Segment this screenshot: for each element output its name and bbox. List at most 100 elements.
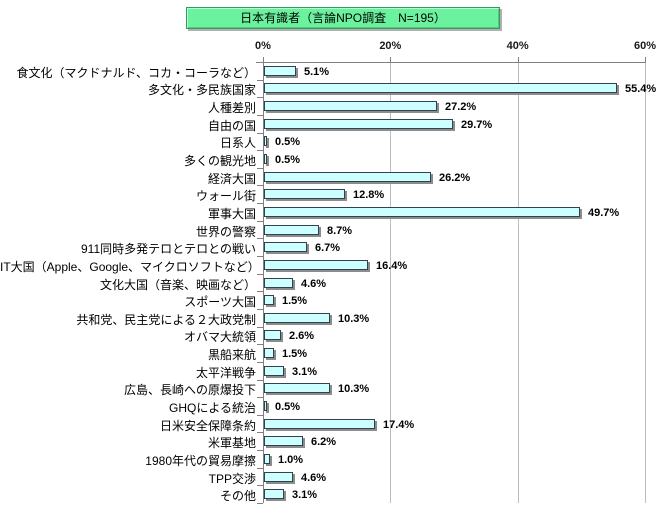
bar-value-label: 0.5% bbox=[275, 136, 301, 148]
bar-value-label: 17.4% bbox=[383, 419, 415, 431]
category-axis-tick bbox=[257, 97, 263, 98]
bar-value-label: 29.7% bbox=[461, 119, 493, 131]
category-axis-tick bbox=[257, 291, 263, 292]
category-label: 自由の国 bbox=[207, 119, 256, 133]
category-axis-tick bbox=[257, 468, 263, 469]
bar bbox=[264, 172, 431, 182]
bar-value-label: 1.5% bbox=[282, 348, 308, 360]
x-axis-tick-label: 60% bbox=[633, 40, 657, 52]
bar bbox=[264, 154, 267, 164]
bar-value-label: 2.6% bbox=[289, 330, 315, 342]
bar-value-label: 27.2% bbox=[445, 101, 477, 113]
bar bbox=[264, 101, 437, 111]
bar-value-label: 55.4% bbox=[625, 83, 657, 95]
category-label: TPP交渉 bbox=[208, 472, 256, 486]
category-axis-tick bbox=[257, 344, 263, 345]
bar-value-label: 10.3% bbox=[338, 383, 370, 395]
category-axis-tick bbox=[257, 503, 263, 504]
bar-value-label: 16.4% bbox=[376, 260, 408, 272]
category-axis-tick bbox=[257, 133, 263, 134]
bar-value-label: 10.3% bbox=[338, 313, 370, 325]
bar bbox=[264, 489, 284, 499]
bar-value-label: 4.6% bbox=[301, 472, 327, 484]
category-label: 太平洋戦争 bbox=[195, 366, 256, 380]
category-label: 共和党、民主党による２大政党制 bbox=[76, 313, 256, 327]
bar bbox=[264, 401, 267, 411]
category-label: 多文化・多民族国家 bbox=[147, 83, 256, 97]
category-axis-tick bbox=[257, 238, 263, 239]
category-axis-tick bbox=[257, 327, 263, 328]
category-label: 世界の警察 bbox=[195, 225, 256, 239]
chart-title-box: 日本有識者（言論NPO調査 N=195） bbox=[186, 7, 500, 29]
bar bbox=[264, 242, 307, 252]
category-label: GHQによる統治 bbox=[169, 401, 256, 415]
category-label: その他 bbox=[219, 489, 256, 503]
category-label: 軍事大国 bbox=[207, 207, 256, 221]
category-label: IT大国（Apple、Google、マイクロソフトなど） bbox=[0, 260, 260, 274]
bar-value-label: 3.1% bbox=[292, 489, 318, 501]
vertical-gridline bbox=[517, 62, 519, 503]
category-axis-tick bbox=[257, 432, 263, 433]
bar-value-label: 6.2% bbox=[311, 436, 337, 448]
bar bbox=[264, 366, 284, 376]
category-axis-tick bbox=[257, 256, 263, 257]
bar bbox=[264, 454, 270, 464]
category-label: 多くの観光地 bbox=[183, 154, 256, 168]
bar-value-label: 49.7% bbox=[588, 207, 620, 219]
category-label: ウォール街 bbox=[195, 189, 256, 203]
category-label: 日米安全保障条約 bbox=[159, 419, 256, 433]
category-axis-tick bbox=[257, 309, 263, 310]
category-axis-tick bbox=[257, 185, 263, 186]
category-axis-tick bbox=[257, 415, 263, 416]
category-axis-tick bbox=[257, 485, 263, 486]
vertical-gridline bbox=[390, 62, 392, 503]
category-label: 経済大国 bbox=[207, 172, 256, 186]
category-label: 人種差別 bbox=[207, 101, 256, 115]
bar bbox=[264, 383, 330, 393]
bar bbox=[264, 119, 453, 129]
bar bbox=[264, 260, 368, 270]
bar bbox=[264, 436, 303, 446]
category-axis-tick bbox=[257, 203, 263, 204]
value-axis-line bbox=[256, 62, 646, 63]
bar-value-label: 1.0% bbox=[278, 454, 304, 466]
bar bbox=[264, 207, 580, 217]
bar bbox=[264, 313, 330, 323]
bar bbox=[264, 225, 319, 235]
category-label: 911同時多発テロとテロとの戦い bbox=[80, 242, 256, 256]
bar bbox=[264, 136, 267, 146]
x-axis-tick-label: 0% bbox=[255, 40, 271, 52]
bar-value-label: 6.7% bbox=[315, 242, 341, 254]
value-axis-tick bbox=[390, 57, 392, 62]
bar-value-label: 3.1% bbox=[292, 366, 318, 378]
category-label: スポーツ大国 bbox=[184, 295, 256, 309]
category-label: 広島、長崎への原爆投下 bbox=[123, 383, 256, 397]
vertical-gridline bbox=[645, 62, 646, 503]
category-label: 日系人 bbox=[219, 136, 256, 150]
x-axis-tick-label: 20% bbox=[379, 40, 402, 52]
category-axis-tick bbox=[257, 362, 263, 363]
bar bbox=[264, 348, 274, 358]
chart-title: 日本有識者（言論NPO調査 N=195） bbox=[240, 11, 446, 25]
category-axis-tick bbox=[257, 62, 263, 63]
x-axis-tick-label: 40% bbox=[506, 40, 529, 52]
value-axis-tick bbox=[645, 57, 646, 62]
bar-value-label: 8.7% bbox=[327, 225, 353, 237]
bar-value-label: 0.5% bbox=[275, 401, 301, 413]
bar bbox=[264, 66, 296, 76]
category-label: 黒船来航 bbox=[207, 348, 256, 362]
bar bbox=[264, 278, 293, 288]
bar-value-label: 26.2% bbox=[439, 172, 471, 184]
bar bbox=[264, 189, 345, 199]
bar-value-label: 1.5% bbox=[282, 295, 308, 307]
category-axis-tick bbox=[257, 450, 263, 451]
category-label: 食文化（マクドナルド、コカ・コーラなど） bbox=[16, 66, 256, 80]
category-axis-tick bbox=[257, 80, 263, 81]
category-axis-tick bbox=[257, 168, 263, 169]
bar-value-label: 5.1% bbox=[304, 66, 330, 78]
category-label: 米軍基地 bbox=[207, 436, 256, 450]
bar-value-label: 12.8% bbox=[353, 189, 385, 201]
category-axis-tick bbox=[257, 397, 263, 398]
category-axis-tick bbox=[257, 380, 263, 381]
